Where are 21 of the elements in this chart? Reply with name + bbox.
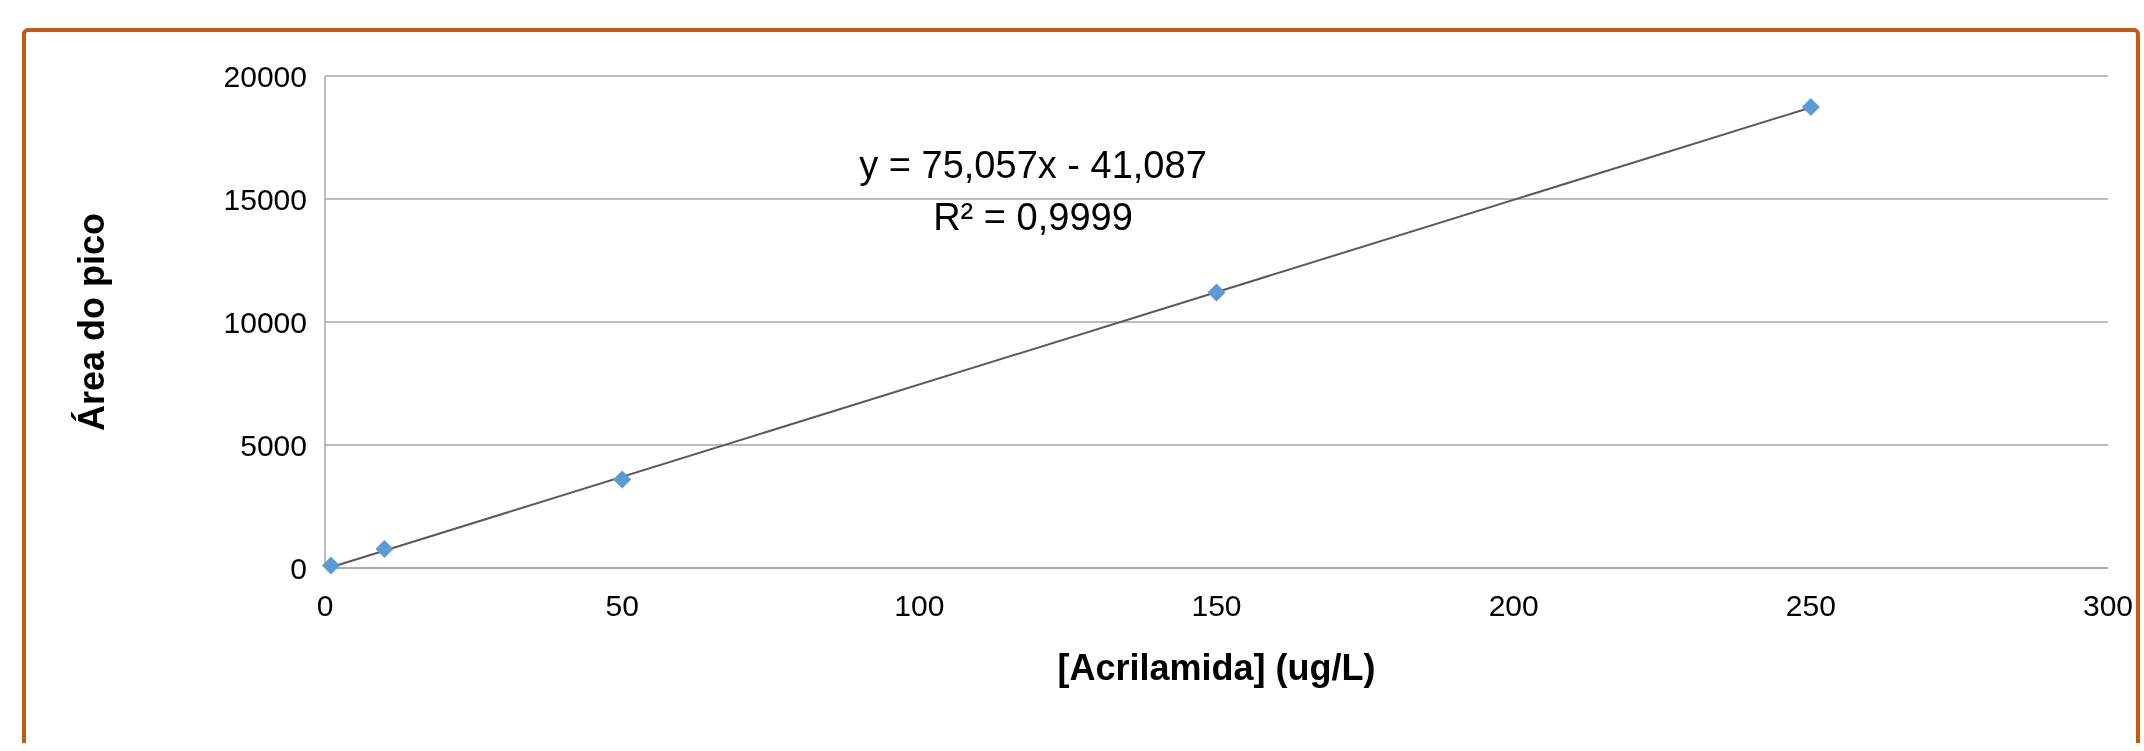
- y-tick-label: 15000: [223, 182, 307, 216]
- annotation: y = 75,057x - 41,087: [859, 144, 1207, 186]
- point: [1207, 283, 1226, 302]
- x-tick-label: 100: [894, 589, 945, 622]
- y-axis-title: Área do pico: [71, 212, 112, 432]
- x-tick-label: 150: [1191, 589, 1242, 622]
- point: [375, 540, 394, 559]
- x-tick-label: 0: [316, 589, 334, 622]
- annotation: R² = 0,9999: [933, 196, 1133, 238]
- y-tick-label: 0: [290, 551, 307, 585]
- x-tick-label: 50: [605, 589, 639, 622]
- x-axis-title: [Acrilamida] (ug/L): [1057, 647, 1376, 688]
- x-tick-label: 300: [2082, 589, 2134, 622]
- x-tick-label: 200: [1488, 589, 1539, 622]
- point: [321, 556, 340, 575]
- point: [613, 470, 632, 489]
- x-tick-label: 250: [1785, 589, 1836, 622]
- y-tick-label: 5000: [240, 428, 307, 462]
- y-tick-label: 10000: [223, 305, 307, 339]
- y-tick-label: 20000: [223, 59, 307, 93]
- point: [1801, 98, 1820, 116]
